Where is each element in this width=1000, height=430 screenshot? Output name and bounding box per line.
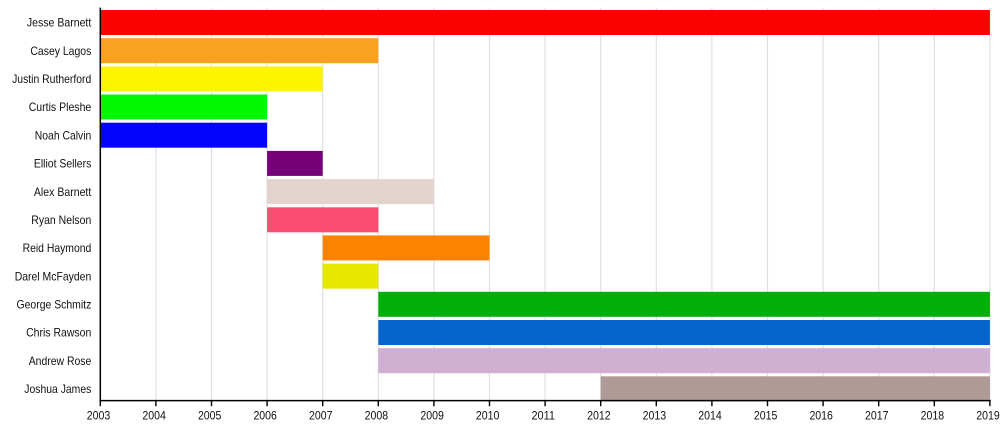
svg-text:Chris Rawson: Chris Rawson [26, 326, 91, 340]
svg-text:2005: 2005 [198, 408, 222, 422]
svg-text:Andrew Rose: Andrew Rose [29, 354, 92, 368]
svg-text:Darel McFayden: Darel McFayden [15, 269, 92, 283]
svg-text:Casey Lagos: Casey Lagos [30, 44, 91, 58]
svg-text:Reid Haymond: Reid Haymond [23, 241, 92, 255]
svg-text:2016: 2016 [809, 408, 833, 422]
svg-text:George Schmitz: George Schmitz [17, 298, 92, 312]
svg-text:2019: 2019 [976, 408, 1000, 422]
svg-text:Alex Barnett: Alex Barnett [34, 185, 92, 199]
svg-text:2006: 2006 [253, 408, 277, 422]
svg-text:Elliot Sellers: Elliot Sellers [34, 157, 91, 171]
svg-text:Joshua James: Joshua James [24, 382, 91, 396]
svg-text:2013: 2013 [643, 408, 667, 422]
svg-text:2015: 2015 [754, 408, 778, 422]
svg-text:2009: 2009 [420, 408, 444, 422]
svg-text:Curtis Pleshe: Curtis Pleshe [29, 100, 92, 114]
svg-text:2008: 2008 [365, 408, 389, 422]
svg-text:2014: 2014 [698, 408, 722, 422]
svg-text:2011: 2011 [531, 408, 555, 422]
svg-text:Noah Calvin: Noah Calvin [35, 128, 92, 142]
svg-text:2018: 2018 [921, 408, 945, 422]
svg-text:2004: 2004 [142, 408, 166, 422]
svg-text:Ryan Nelson: Ryan Nelson [31, 213, 91, 227]
svg-text:2007: 2007 [309, 408, 333, 422]
svg-text:Jesse Barnett: Jesse Barnett [27, 16, 92, 30]
svg-text:2003: 2003 [87, 408, 111, 422]
svg-text:2012: 2012 [587, 408, 611, 422]
svg-text:Justin Rutherford: Justin Rutherford [12, 72, 91, 86]
svg-text:2017: 2017 [865, 408, 889, 422]
svg-text:2010: 2010 [476, 408, 500, 422]
